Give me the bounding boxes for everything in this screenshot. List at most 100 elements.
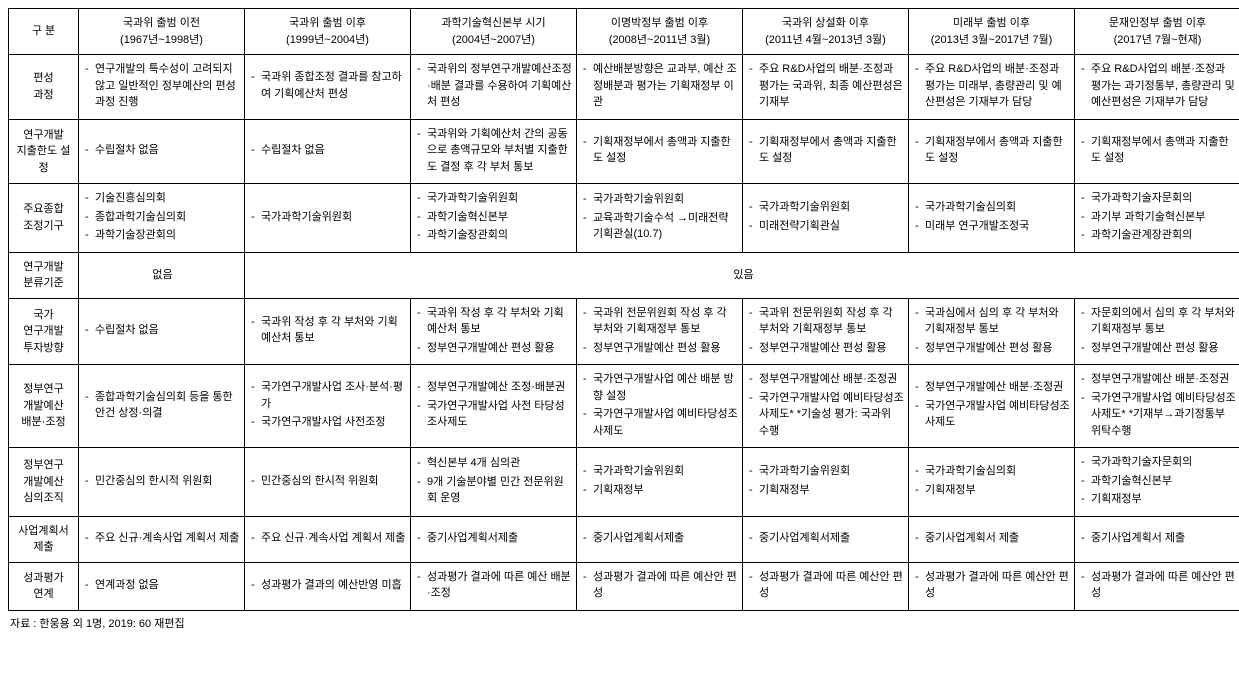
table-cell: 국과위 종합조정 결과를 참고하여 기획예산처 편성: [245, 55, 411, 120]
list-item: 혁신본부 4개 심의관: [417, 455, 572, 472]
cell-list: 중기사업계획서 제출: [915, 530, 1070, 547]
list-item: 수립절차 없음: [85, 322, 240, 339]
list-item: 국가연구개발사업 예비타당성조사제도* *기술성 평가: 국과위 수행: [749, 390, 904, 440]
classification-exist: 있음: [245, 252, 1239, 298]
period-range: (1967년~1998년): [83, 32, 240, 49]
table-cell: 국가과학기술위원회기획재정부: [743, 448, 909, 517]
list-item: 중기사업계획서제출: [583, 530, 738, 547]
table-cell: 국가연구개발사업 예산 배분 방향 설정국가연구개발사업 예비타당성조사제도: [577, 365, 743, 448]
table-cell: 주요 신규·계속사업 계획서 제출: [245, 516, 411, 562]
list-item: 국과위와 기획예산처 간의 공동으로 총액규모와 부처별 지출한도 결정 후 각…: [417, 126, 572, 176]
period-range: (2017년 7월~현재): [1079, 32, 1236, 49]
table-cell: 기획재정부에서 총액과 지출한도 설정: [1075, 119, 1239, 184]
row-label: 성과평가연계: [9, 562, 79, 610]
cell-list: 기획재정부에서 총액과 지출한도 설정: [1081, 134, 1236, 167]
list-item: 국가과학기술위원회: [583, 191, 738, 208]
table-cell: 정부연구개발예산 배분·조정권국가연구개발사업 예비타당성조사제도: [909, 365, 1075, 448]
row-label: 사업계획서 제출: [9, 516, 79, 562]
list-item: 국가연구개발사업 예비타당성조사제도* *기재부→과기정통부 위탁수행: [1081, 390, 1236, 440]
table-cell: 민간중심의 한시적 위원회: [79, 448, 245, 517]
table-row: 사업계획서 제출 주요 신규·계속사업 계획서 제출 주요 신규·계속사업 계획서 …: [9, 516, 1239, 562]
table-cell: 국과심에서 심의 후 각 부처와 기획재정부 통보정부연구개발예산 편성 활용: [909, 298, 1075, 365]
period-range: (2011년 4월~2013년 3월): [747, 32, 904, 49]
table-cell: 중기사업계획서제출: [411, 516, 577, 562]
list-item: 정부연구개발예산 조정·배분권: [417, 379, 572, 396]
list-item: 정부연구개발예산 편성 활용: [915, 340, 1070, 357]
period-title: 문재인정부 출범 이후: [1079, 15, 1236, 32]
table-cell: 국가과학기술위원회교육과학기술수석 →미래전략기획관실(10.7): [577, 184, 743, 253]
table-row: 편성과정연구개발의 특수성이 고려되지 않고 일반적인 정부예산의 편성과정 진…: [9, 55, 1239, 120]
list-item: 자문회의에서 심의 후 각 부처와 기획재정부 통보: [1081, 305, 1236, 338]
cell-list: 종합과학기술심의회 등을 통한 안건 상정·의결: [85, 389, 240, 422]
cell-list: 기술진흥심의회종합과학기술심의회과학기술장관회의: [85, 190, 240, 244]
list-item: 주요 신규·계속사업 계획서 제출: [251, 530, 406, 547]
table-cell: 종합과학기술심의회 등을 통한 안건 상정·의결: [79, 365, 245, 448]
cell-list: 국가과학기술자문회의과기부 과학기술혁신본부과학기술관계장관회의: [1081, 190, 1236, 244]
list-item: 교육과학기술수석 →미래전략기획관실(10.7): [583, 210, 738, 243]
list-item: 중기사업계획서제출: [749, 530, 904, 547]
table-cell: 주요 신규·계속사업 계획서 제출: [79, 516, 245, 562]
header-period-3: 이명박정부 출범 이후 (2008년~2011년 3월): [577, 9, 743, 55]
cell-list: 중기사업계획서제출: [583, 530, 738, 547]
list-item: 성과평가 결과에 따른 예산안 편성: [915, 569, 1070, 602]
table-cell: 국가과학기술심의회미래부 연구개발조정국: [909, 184, 1075, 253]
cell-list: 국가과학기술심의회미래부 연구개발조정국: [915, 199, 1070, 234]
table-cell: 주요 R&D사업의 배분·조정과 평가는 과기정통부, 총량관리 및 예산편성은…: [1075, 55, 1239, 120]
list-item: 중기사업계획서 제출: [1081, 530, 1236, 547]
table-cell: 기술진흥심의회종합과학기술심의회과학기술장관회의: [79, 184, 245, 253]
table-cell: 기획재정부에서 총액과 지출한도 설정: [577, 119, 743, 184]
cell-list: 기획재정부에서 총액과 지출한도 설정: [583, 134, 738, 167]
list-item: 종합과학기술심의회 등을 통한 안건 상정·의결: [85, 389, 240, 422]
list-item: 성과평가 결과에 따른 예산안 편성: [749, 569, 904, 602]
header-period-0: 국과위 출범 이전 (1967년~1998년): [79, 9, 245, 55]
list-item: 국가연구개발사업 예비타당성조사제도: [583, 406, 738, 439]
history-table: 구 분 국과위 출범 이전 (1967년~1998년) 국과위 출범 이후 (1…: [8, 8, 1239, 611]
list-item: 과학기술혁신본부: [1081, 473, 1236, 490]
list-item: 국가과학기술심의회: [915, 199, 1070, 216]
cell-list: 예산배분방향은 교과부, 예산 조정배분과 평가는 기획재정부 이관: [583, 61, 738, 111]
list-item: 국가연구개발사업 사전 타당성조사제도: [417, 398, 572, 431]
cell-list: 국과위 전문위원회 작성 후 각 부처와 기획재정부 통보정부연구개발예산 편성…: [749, 305, 904, 357]
list-item: 수립절차 없음: [85, 142, 240, 159]
list-item: 국가연구개발사업 예산 배분 방향 설정: [583, 371, 738, 404]
table-cell: 국과위와 기획예산처 간의 공동으로 총액규모와 부처별 지출한도 결정 후 각…: [411, 119, 577, 184]
table-cell: 중기사업계획서제출: [577, 516, 743, 562]
cell-list: 국과위 작성 후 각 부처와 기획예산처 통보정부연구개발예산 편성 활용: [417, 305, 572, 357]
cell-list: 민간중심의 한시적 위원회: [85, 473, 240, 490]
period-title: 국과위 출범 이후: [249, 15, 406, 32]
list-item: 국가연구개발사업 조사·분석·평가: [251, 379, 406, 412]
table-cell: 국가과학기술위원회과학기술혁신본부과학기술장관회의: [411, 184, 577, 253]
list-item: 기획재정부: [1081, 491, 1236, 508]
list-item: 과학기술관계장관회의: [1081, 227, 1236, 244]
list-item: 국과위 작성 후 각 부처와 기획예산처 통보: [417, 305, 572, 338]
table-row: 국가연구개발투자방향 수립절차 없음 국과위 작성 후 각 부처와 기획예산처 통보…: [9, 298, 1239, 365]
cell-list: 성과평가 결과에 따른 예산안 편성: [583, 569, 738, 602]
cell-list: 기획재정부에서 총액과 지출한도 설정: [915, 134, 1070, 167]
list-item: 기획재정부에서 총액과 지출한도 설정: [915, 134, 1070, 167]
row-label: 국가연구개발투자방향: [9, 298, 79, 365]
row-label: 주요종합조정기구: [9, 184, 79, 253]
header-period-6: 문재인정부 출범 이후 (2017년 7월~현재): [1075, 9, 1239, 55]
table-cell: 국가과학기술위원회: [245, 184, 411, 253]
table-row: 정부연구개발예산배분·조정종합과학기술심의회 등을 통한 안건 상정·의결국가연…: [9, 365, 1239, 448]
table-cell: 중기사업계획서 제출: [909, 516, 1075, 562]
table-row: 정부연구개발예산심의조직민간중심의 한시적 위원회민간중심의 한시적 위원회혁신…: [9, 448, 1239, 517]
table-cell: 성과평가 결과의 예산반영 미흡: [245, 562, 411, 610]
table-body: 편성과정연구개발의 특수성이 고려되지 않고 일반적인 정부예산의 편성과정 진…: [9, 55, 1239, 611]
list-item: 정부연구개발예산 편성 활용: [417, 340, 572, 357]
period-title: 이명박정부 출범 이후: [581, 15, 738, 32]
table-cell: 성과평가 결과에 따른 예산안 편성: [577, 562, 743, 610]
list-item: 정부연구개발예산 배분·조정권: [749, 371, 904, 388]
cell-list: 국과위 종합조정 결과를 참고하여 기획예산처 편성: [251, 69, 406, 102]
list-item: 정부연구개발예산 편성 활용: [583, 340, 738, 357]
cell-list: 국가과학기술위원회기획재정부: [583, 463, 738, 498]
period-range: (2004년~2007년): [415, 32, 572, 49]
list-item: 국과위 전문위원회 작성 후 각 부처와 기획재정부 통보: [583, 305, 738, 338]
list-item: 국가과학기술위원회: [417, 190, 572, 207]
list-item: 국가과학기술자문회의: [1081, 454, 1236, 471]
list-item: 국가과학기술위원회: [749, 199, 904, 216]
cell-list: 주요 신규·계속사업 계획서 제출: [85, 530, 240, 547]
list-item: 민간중심의 한시적 위원회: [85, 473, 240, 490]
cell-list: 기획재정부에서 총액과 지출한도 설정: [749, 134, 904, 167]
table-cell: 국가연구개발사업 조사·분석·평가국가연구개발사업 사전조정: [245, 365, 411, 448]
